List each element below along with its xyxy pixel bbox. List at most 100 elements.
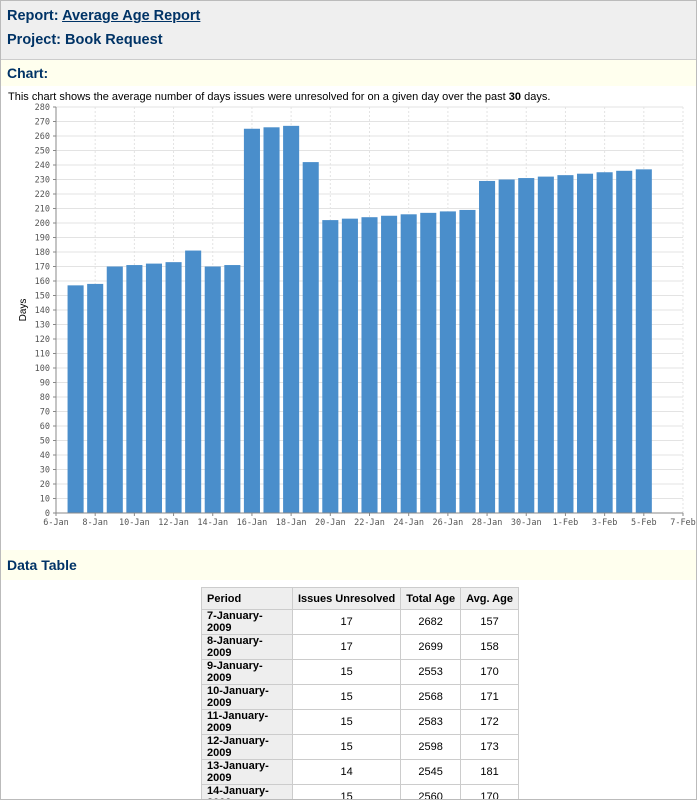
bar-22-Jan	[361, 217, 378, 513]
cell-avg-age: 157	[460, 609, 519, 635]
y-tick-label: 230	[35, 176, 50, 186]
y-tick-label: 110	[35, 350, 50, 360]
y-tick-label: 20	[40, 480, 50, 490]
bar-31-Jan	[537, 176, 554, 513]
table-row: 11-January-2009 15 2583 172	[201, 709, 519, 735]
cell-avg-age: 173	[460, 734, 519, 760]
cell-total-age: 2560	[400, 784, 462, 799]
project-name: Book Request	[65, 32, 163, 48]
y-tick-label: 70	[40, 408, 50, 418]
cell-total-age: 2583	[400, 709, 462, 735]
bar-30-Jan	[518, 178, 535, 514]
chart-desc-before: This chart shows the average number of d…	[8, 91, 509, 103]
bar-7-Jan	[67, 285, 84, 513]
cell-period: 13-January-2009	[201, 759, 293, 785]
cell-issues-unresolved: 15	[291, 734, 402, 760]
cell-period: 8-January-2009	[201, 634, 293, 660]
x-tick-label: 6-Jan	[43, 518, 69, 528]
y-tick-label: 60	[40, 422, 50, 432]
bar-11-Jan	[145, 263, 163, 513]
data-table-title: Data Table	[1, 550, 696, 580]
cell-total-age: 2682	[400, 609, 462, 635]
y-tick-label: 80	[40, 393, 50, 403]
col-header-period: Period	[201, 587, 293, 610]
cell-issues-unresolved: 17	[291, 634, 402, 660]
x-tick-label: 20-Jan	[315, 518, 346, 528]
y-tick-label: 270	[35, 118, 50, 128]
cell-period: 14-January-2009	[201, 784, 293, 799]
table-header-row: Period Issues Unresolved Total Age Avg. …	[201, 587, 519, 610]
bar-20-Jan	[322, 220, 339, 513]
y-tick-label: 50	[40, 437, 50, 447]
bar-2-Feb	[576, 173, 594, 513]
bar-15-Jan	[224, 265, 241, 513]
y-tick-label: 10	[40, 495, 50, 505]
cell-total-age: 2699	[400, 634, 462, 660]
x-tick-label: 18-Jan	[276, 518, 307, 528]
cell-total-age: 2568	[400, 684, 462, 710]
x-tick-label: 28-Jan	[472, 518, 503, 528]
chart-section-title: Chart:	[1, 60, 696, 86]
cell-issues-unresolved: 15	[291, 784, 402, 799]
report-label: Report:	[7, 8, 59, 24]
report-title-row: Report: Average Age Report	[7, 5, 690, 29]
cell-issues-unresolved: 15	[291, 684, 402, 710]
table-row: 8-January-2009 17 2699 158	[201, 634, 519, 660]
bar-9-Jan	[106, 266, 123, 513]
chart-desc-days: 30	[508, 91, 522, 103]
bar-21-Jan	[341, 218, 358, 513]
bar-5-Feb	[635, 169, 652, 513]
y-tick-label: 120	[35, 335, 50, 345]
x-tick-label: 10-Jan	[119, 518, 150, 528]
cell-period: 7-January-2009	[201, 609, 293, 635]
cell-period: 11-January-2009	[201, 709, 293, 735]
y-tick-label: 220	[35, 190, 50, 200]
y-tick-label: 260	[35, 132, 50, 142]
x-tick-label: 26-Jan	[433, 518, 464, 528]
cell-total-age: 2545	[400, 759, 462, 785]
cell-issues-unresolved: 15	[291, 659, 402, 685]
bar-26-Jan	[439, 211, 456, 513]
cell-avg-age: 158	[460, 634, 519, 660]
project-label: Project:	[7, 32, 61, 48]
bar-16-Jan	[243, 128, 260, 513]
y-tick-label: 150	[35, 292, 50, 302]
cell-avg-age: 171	[460, 684, 519, 710]
table-row: 13-January-2009 14 2545 181	[201, 759, 519, 785]
y-tick-label: 200	[35, 219, 50, 229]
y-axis-label: Days	[18, 299, 29, 322]
col-header-avg-age: Avg. Age	[460, 587, 519, 610]
average-age-chart: 0 10 20 30 40 50 60 70 80 90 100 110 120 130 140 150 160…	[18, 103, 696, 528]
table-row: 7-January-2009 17 2682 157	[201, 609, 519, 635]
bar-10-Jan	[126, 265, 143, 513]
bar-28-Jan	[479, 180, 496, 513]
report-name-link[interactable]: Average Age Report	[62, 8, 201, 24]
y-tick-label: 180	[35, 248, 50, 258]
bar-13-Jan	[185, 250, 202, 514]
x-tick-label: 5-Feb	[631, 518, 657, 528]
x-tick-label: 16-Jan	[237, 518, 268, 528]
bar-18-Jan	[283, 125, 300, 513]
y-tick-label: 210	[35, 205, 50, 215]
bar-4-Feb	[616, 170, 633, 514]
y-tick-label: 160	[35, 277, 50, 287]
col-header-issues-unresolved: Issues Unresolved	[291, 587, 402, 610]
y-tick-label: 170	[35, 263, 50, 273]
bar-17-Jan	[263, 127, 280, 514]
chart-desc-after: days.	[521, 91, 551, 103]
cell-period: 9-January-2009	[201, 659, 293, 685]
project-row: Project: Book Request	[7, 29, 690, 53]
y-tick-label: 30	[40, 466, 50, 476]
x-tick-label: 7-Feb	[670, 518, 696, 528]
y-tick-label: 100	[35, 364, 50, 374]
x-tick-label: 12-Jan	[158, 518, 189, 528]
chart-description: This chart shows the average number of d…	[8, 91, 550, 103]
cell-total-age: 2553	[400, 659, 462, 685]
x-tick-label: 22-Jan	[354, 518, 385, 528]
y-tick-label: 240	[35, 161, 50, 171]
cell-period: 10-January-2009	[201, 684, 293, 710]
cell-issues-unresolved: 17	[291, 609, 402, 635]
bar-3-Feb	[596, 172, 613, 513]
cell-issues-unresolved: 14	[291, 759, 402, 785]
